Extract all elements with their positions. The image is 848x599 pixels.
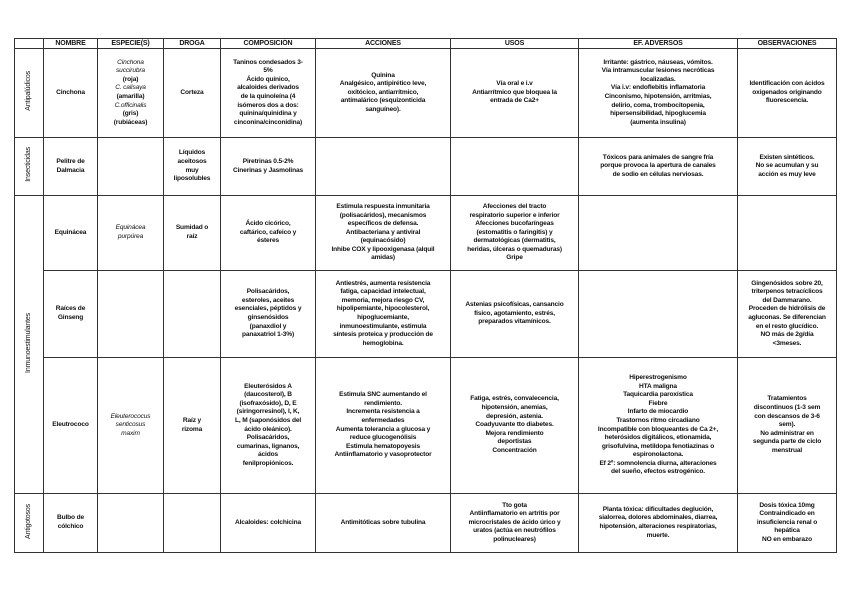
droga-cell [163,493,221,553]
column-header: USOS [450,38,579,49]
composicion-cell: Ácido cicórico, caftárico, cafeico y ést… [220,195,316,271]
table-row: Inmunoestimulantes Equinácea Equinácea pur… [14,195,837,494]
species-text: Eleuterococus senticosus maxim [110,412,151,437]
especie-cell: Cinchona succirubra (roja) C. calisaya (ama… [97,48,164,138]
usos-cell: Afecciones del tracto respiratorio super… [450,195,579,271]
observaciones-cell: Existen sintéticos. No se acumulan y su … [737,137,837,196]
composicion-cell: Polisacáridos, esteroles, aceites esenci… [220,270,316,358]
observaciones-cell: Gingenósidos sobre 20, triterpenos tetra… [737,270,837,358]
observaciones-cell: Dosis tóxica 10mg Contraindicado en insu… [737,493,837,553]
adversos-cell [578,270,738,358]
droga-cell: Sumidad o raíz [163,195,221,271]
droga-cell: Raíz y rizoma [163,357,221,494]
group-label-cell: Antigotosos [14,493,44,553]
species-text: C. calisaya [115,84,146,92]
species-text: (amarilla) [116,93,145,100]
group-label-cell: Insecticidas [14,137,44,196]
adversos-cell: Tóxicos para animales de sangre fría por… [578,137,738,196]
column-header: ACCIONES [315,38,451,49]
table-row: Eleutrococo Eleuterococus senticosus maxi… [15,357,837,494]
column-header: COMPOSICIÓN [220,38,316,49]
usos-cell [450,137,579,196]
composicion-cell: Piretrinas 0.5-2% Cinerinas y Jasmolinas [220,137,316,196]
drug-table: NOMBRE ESPECIE(S) DROGA COMPOSICIÓN ACCIONES… [14,38,837,553]
acciones-cell: Antiestrés, aumenta resistencia fatiga, … [315,270,451,358]
acciones-cell: Estimula SNC aumentando el rendimiento. … [315,357,451,494]
species-text: (gris) (rubiáceas) [113,110,148,126]
adversos-cell: Hiperestrogenismo HTA maligna Taquicardi… [578,357,738,494]
acciones-cell: Estimula respuesta inmunitaria (polisacá… [315,195,451,271]
usos-cell: Tto gota Antiinflamatorio en artritis po… [450,493,579,553]
nombre-cell: Eleutrococo [43,357,98,494]
usos-cell: Fatiga, estrés, convalecencia, hipotensi… [450,357,579,494]
composicion-cell: Alcaloides: colchicina [220,493,316,553]
observaciones-cell: Identificación con ácidos oxigenados ori… [737,48,837,138]
nombre-cell: Bulbo de cólchico [43,493,98,553]
especie-cell [97,270,164,358]
nombre-cell: Pelitre de Dalmacia [43,137,98,196]
column-header: DROGA [163,38,221,49]
column-header: EF. ADVERSOS [578,38,738,49]
table-row: Antigotosos Bulbo de cólchico Alcaloides: … [14,493,837,553]
group-label-cell: Inmunoestimulantes [14,195,44,494]
adversos-cell [578,195,738,271]
acciones-cell [315,137,451,196]
acciones-cell: Antimitóticas sobre tubulina [315,493,451,553]
column-header: NOMBRE [43,38,98,49]
usos-cell: Vía oral e i.v Antiarrítmico que bloquea… [450,48,579,138]
header-row: NOMBRE ESPECIE(S) DROGA COMPOSICIÓN ACCIONES… [14,38,837,49]
adversos-cell: Irritante: gástrico, náuseas, vómitos. V… [578,48,738,138]
group-label: Insecticidas [24,147,32,183]
table-row: Raíces de Ginseng Polisacáridos, esterole… [15,270,837,358]
column-header [14,38,44,49]
nombre-cell: Equinácea [43,195,98,271]
table-row: Antipalúdicos Cinchona Cinchona succirubra… [14,48,837,138]
nombre-cell: Cinchona [43,48,98,138]
adversos-cell: Planta tóxica: dificultades deglución, s… [578,493,738,553]
species-text: Cinchona succirubra [116,58,145,75]
species-text: (roja) [122,75,139,83]
composicion-cell: Taninos condesados 3- 5% Ácido quínico, … [220,48,316,138]
especie-cell: Equinácea purpúrea [97,195,164,271]
table-row: Insecticidas Pelitre de Dalmacia Líquidos … [14,137,837,196]
especie-cell [97,493,164,553]
droga-cell: Líquidos aceitosos muy liposolubles [163,137,221,196]
composicion-cell: Eleuterósidos A (daucosterol), B (isofra… [220,357,316,494]
species-text: C.officinalis [114,101,147,109]
droga-cell [163,270,221,358]
group-label: Inmunoestimulantes [24,312,32,373]
group-label-cell: Antipalúdicos [14,48,44,138]
observaciones-cell [737,195,837,271]
usos-cell: Astenias psicofísicas, cansancio físico,… [450,270,579,358]
especie-cell: Eleuterococus senticosus maxim [97,357,164,494]
group-label: Antigotosos [24,503,32,539]
column-header: ESPECIE(S) [97,38,164,49]
acciones-cell: Quinina Analgésico, antipirético leve, o… [315,48,451,138]
droga-cell: Corteza [163,48,221,138]
especie-cell [97,137,164,196]
group-label: Antipalúdicos [24,71,32,112]
observaciones-cell: Tratamientos discontinuos (1-3 sem con d… [737,357,837,494]
species-text: Equinácea purpúrea [115,224,146,240]
column-header: OBSERVACIONES [737,38,837,49]
nombre-cell: Raíces de Ginseng [43,270,98,358]
